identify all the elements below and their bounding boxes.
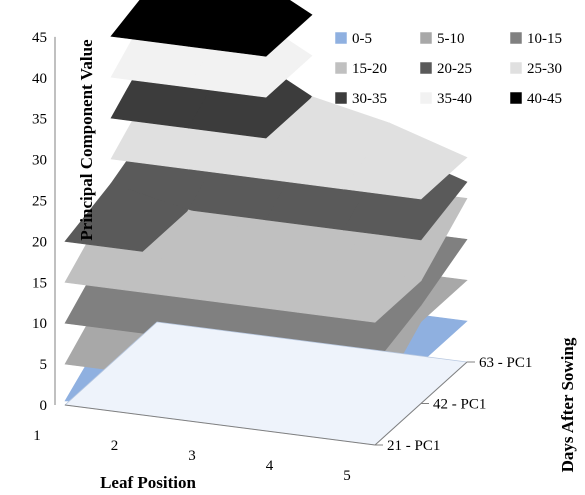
legend-label: 40-45: [527, 91, 562, 107]
z-tick-label: 20: [32, 234, 47, 250]
legend-label: 20-25: [437, 61, 472, 77]
legend-item: 20-25: [419, 61, 472, 77]
legend-label: 25-30: [527, 61, 562, 77]
y-tick-label: 63 - PC1: [479, 355, 532, 371]
y-tick-label: 21 - PC1: [387, 438, 440, 454]
legend-swatch: [419, 61, 433, 75]
legend-swatch: [419, 31, 433, 45]
z-axis: 0 5 10 15 20 25 30 35 40 45: [32, 30, 56, 414]
legend-swatch: [509, 31, 523, 45]
legend-swatch: [334, 31, 348, 45]
legend-item: 15-20: [334, 61, 387, 77]
z-tick-label: 0: [40, 398, 48, 414]
x-tick-label: 4: [266, 458, 274, 474]
z-tick-label: 10: [32, 316, 47, 332]
legend-label: 10-15: [527, 31, 562, 47]
surface-band: [342, 122, 468, 200]
z-axis-title: Principal Component Value: [77, 39, 96, 241]
surface-band: [110, 0, 215, 47]
z-tick-label: 15: [32, 275, 47, 291]
legend-label: 5-10: [437, 31, 465, 47]
y-axis: 21 - PC1 42 - PC1 63 - PC1: [374, 355, 532, 454]
x-tick-label: 1: [33, 428, 41, 444]
legend-item: 25-30: [509, 61, 562, 77]
z-tick-label: 40: [32, 71, 47, 87]
surface-band: [188, 0, 313, 57]
legend-item: 40-45: [509, 91, 562, 107]
legend-item: 30-35: [334, 91, 387, 107]
legend-item: 0-5: [334, 31, 372, 47]
z-tick-label: 30: [32, 153, 47, 169]
legend-label: 35-40: [437, 91, 472, 107]
z-tick-label: 35: [32, 112, 47, 128]
legend-label: 15-20: [352, 61, 387, 77]
legend-swatch: [334, 61, 348, 75]
x-tick-label: 5: [343, 468, 351, 484]
z-tick-label: 25: [32, 194, 47, 210]
legend-item: 5-10: [419, 31, 465, 47]
x-tick-label: 2: [111, 438, 119, 454]
x-tick-label: 3: [188, 448, 196, 464]
legend-swatch: [419, 91, 433, 105]
z-tick-label: 45: [32, 30, 47, 46]
legend-label: 0-5: [352, 31, 372, 47]
legend-swatch: [509, 91, 523, 105]
x-axis-line: [64, 404, 376, 446]
x-axis-title: Leaf Position: [100, 473, 196, 492]
y-tick-label: 42 - PC1: [433, 397, 486, 413]
legend-swatch: [334, 91, 348, 105]
legend-label: 30-35: [352, 91, 387, 107]
y-axis-title: Days After Sowing: [558, 337, 577, 472]
x-axis: 1 2 3 4 5: [33, 404, 376, 484]
legend-swatch: [509, 61, 523, 75]
legend-item: 10-15: [509, 31, 562, 47]
z-tick-label: 5: [40, 357, 48, 373]
legend: 0-5 5-10 10-15 15-20 20-25 25-30 30-35 35-40 40-…: [334, 31, 562, 107]
surface-band: [296, 262, 422, 323]
legend-item: 35-40: [419, 91, 472, 107]
